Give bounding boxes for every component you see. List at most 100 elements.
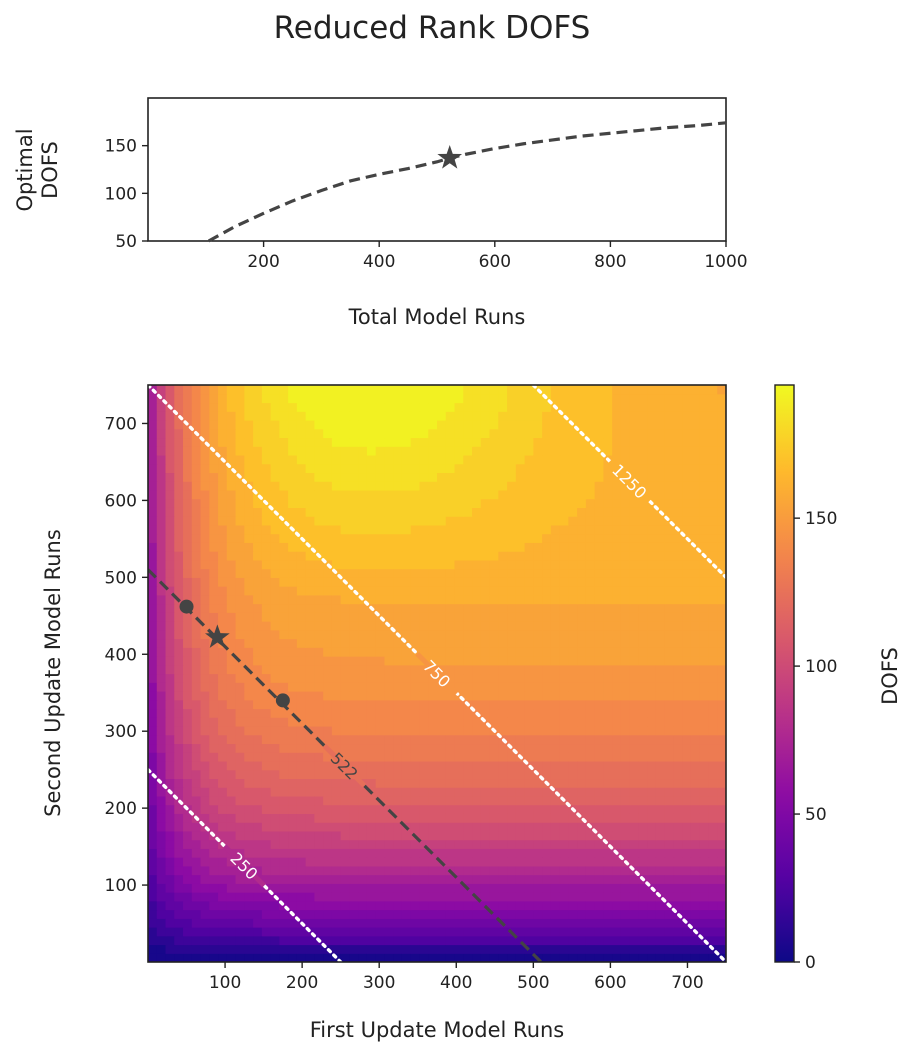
heatmap-cell [270,778,280,788]
heatmap-cell [253,481,263,491]
heatmap-cell [603,559,613,570]
heatmap-cell [296,542,307,552]
heatmap-cell [437,586,447,596]
heatmap-cell [261,516,272,526]
heatmap-cell [489,778,499,788]
heatmap-cell [717,647,726,657]
heatmap-cell [673,638,683,648]
heatmap-cell [209,411,219,421]
heatmap-cell [629,865,640,876]
heatmap-cell [498,787,508,797]
heatmap-cell [717,463,726,474]
heatmap-cell [331,481,342,491]
heatmap-cell [305,708,315,718]
heatmap-cell [358,385,368,395]
heatmap-cell [577,393,587,404]
heatmap-cell [647,752,657,762]
heatmap-cell [577,699,587,710]
heatmap-cell [218,586,228,596]
heatmap-cell [673,428,683,439]
heatmap-cell [270,551,280,561]
heatmap-cell [682,516,692,526]
heatmap-cell [384,769,394,780]
heatmap-cell [428,787,438,797]
heatmap-cell [620,621,631,631]
heatmap-cell [577,725,587,736]
heatmap-cell [559,568,569,578]
heatmap-cell [375,594,386,605]
heatmap-cell [183,725,193,736]
heatmap-cell [550,385,561,395]
heatmap-cell [612,568,622,578]
heatmap-cell [200,769,210,780]
heatmap-cell [585,909,596,919]
heatmap-cell [603,594,613,605]
heatmap-cell [664,629,675,640]
heatmap-cell [305,909,315,919]
heatmap-cell [550,647,561,657]
heatmap-cell [647,437,657,447]
heatmap-cell [638,813,648,823]
heatmap-cell [323,909,333,919]
heatmap-cell [288,481,298,491]
heatmap-cell [480,664,491,675]
heatmap-cell [244,813,254,823]
heatmap-cell [708,656,718,666]
heatmap-cell [489,769,499,780]
heatmap-cell [682,411,692,421]
heatmap-cell [568,638,578,648]
heatmap-cell [542,874,552,884]
heatmap-cell [419,734,429,745]
heatmap-cell [401,690,412,701]
heatmap-cell [279,725,289,736]
heatmap-cell [428,437,438,447]
heatmap-cell [401,454,412,465]
heatmap-cell [717,708,726,718]
heatmap-cell [183,673,193,683]
heatmap-cell [235,402,245,412]
heatmap-cell [594,507,604,517]
heatmap-cell [183,638,193,648]
heatmap-cell [156,813,167,823]
heatmap-cell [542,795,552,806]
heatmap-cell [585,830,596,841]
heatmap-cell [629,656,640,666]
heatmap-cell [358,516,368,526]
heatmap-cell [366,568,377,578]
heatmap-cell [393,918,403,928]
heatmap-cell [717,717,726,727]
heatmap-cell [585,743,596,753]
heatmap-cell [288,795,298,806]
heatmap-cell [209,393,219,404]
heatmap-cell [638,892,648,902]
heatmap-cell [454,673,464,683]
heatmap-cell [577,743,587,753]
heatmap-cell [638,708,648,718]
heatmap-cell [261,900,272,911]
heatmap-cell [673,629,683,640]
heatmap-cell [209,944,219,954]
heatmap-cell [218,489,228,500]
heatmap-cell [156,953,167,962]
heatmap-cell [585,900,596,911]
heatmap-cell [288,848,298,858]
heatmap-y-label: Second Update Model Runs [41,529,65,817]
heatmap-circle-marker [179,599,194,614]
heatmap-cell [279,385,289,395]
heatmap-cell [690,577,701,587]
heatmap-cell [445,454,456,465]
heatmap-cell [454,568,464,578]
heatmap-cell [410,393,421,404]
heatmap-cell [655,944,666,954]
heatmap-cell [542,542,552,552]
heatmap-cell [489,944,499,954]
heatmap-cell [533,725,543,736]
heatmap-cell [358,559,368,570]
heatmap-cell [515,717,526,727]
heatmap-cell [445,752,456,762]
heatmap-cell [629,734,640,745]
heatmap-cell [480,787,491,797]
heatmap-cell [305,682,315,692]
heatmap-cell [314,516,324,526]
heatmap-cell [165,918,175,928]
